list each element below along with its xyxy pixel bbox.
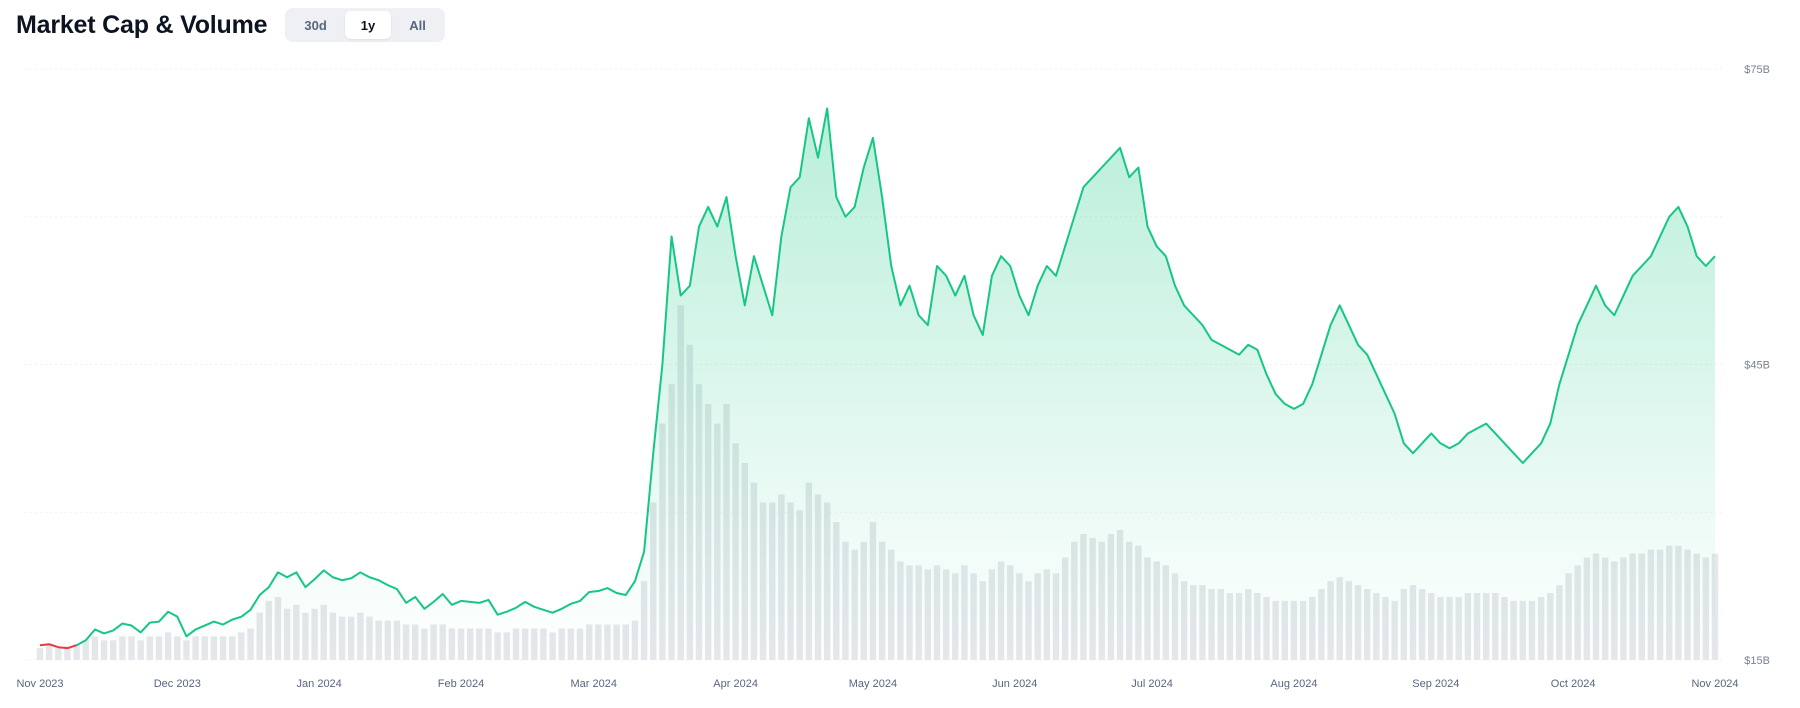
range-1y-button[interactable]: 1y: [344, 11, 392, 39]
y-tick-label: $45B: [1744, 360, 1770, 372]
x-tick-label: May 2024: [849, 678, 897, 690]
range-30d-button[interactable]: 30d: [288, 11, 342, 39]
market-cap-line: [76, 107, 1716, 647]
y-tick-label: $75B: [1744, 64, 1770, 76]
x-tick-label: Sep 2024: [1412, 678, 1459, 690]
x-tick-label: Jul 2024: [1131, 678, 1173, 690]
x-tick-label: Dec 2023: [154, 678, 201, 690]
chart-header: Market Cap & Volume 30d 1y All: [16, 8, 445, 42]
range-toggle: 30d 1y All: [285, 8, 445, 42]
x-tick-label: Jan 2024: [297, 678, 342, 690]
range-all-button[interactable]: All: [393, 11, 442, 39]
x-tick-label: Jun 2024: [992, 678, 1037, 690]
x-tick-label: Oct 2024: [1551, 678, 1596, 690]
x-tick-label: Mar 2024: [571, 678, 617, 690]
chart-title: Market Cap & Volume: [16, 10, 268, 39]
x-tick-label: Nov 2024: [1691, 678, 1738, 690]
y-tick-label: $15B: [1744, 655, 1770, 667]
market-cap-line-down: [39, 643, 77, 650]
x-tick-label: Nov 2023: [16, 678, 63, 690]
x-tick-label: Aug 2024: [1270, 678, 1317, 690]
x-tick-label: Apr 2024: [713, 678, 758, 690]
x-tick-label: Feb 2024: [438, 678, 484, 690]
market-cap-area: [40, 108, 1715, 660]
